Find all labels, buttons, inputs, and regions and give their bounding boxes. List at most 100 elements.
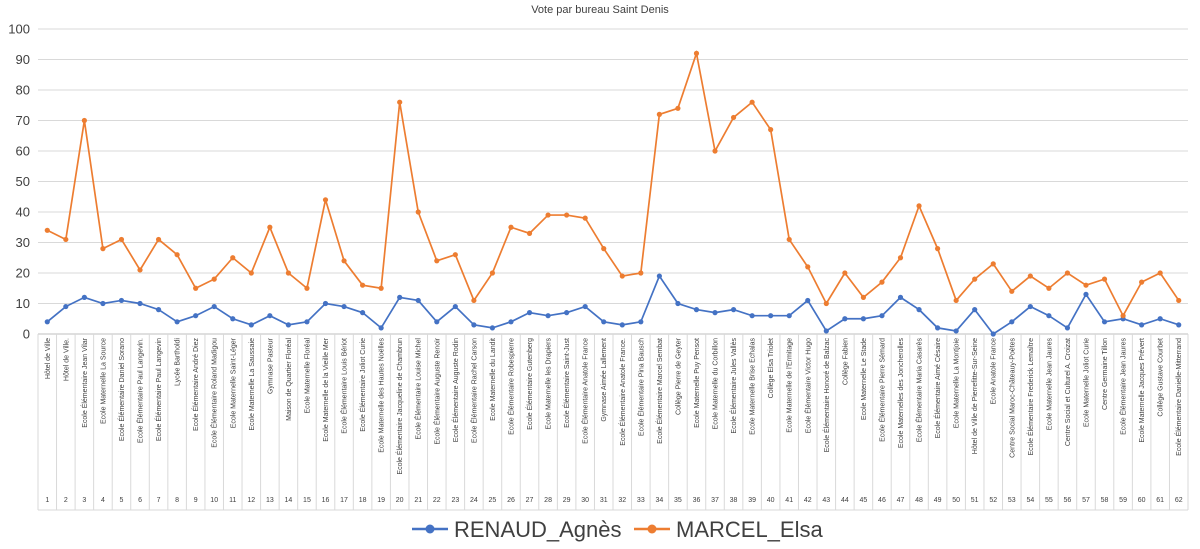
x-number-label: 2 [64, 497, 68, 504]
x-category-label: Ecole Élémentaire Honoré de Balzac [822, 338, 831, 453]
x-number-label: 6 [138, 497, 142, 504]
data-point [248, 322, 254, 328]
data-point [1009, 319, 1015, 325]
x-category-label: Ecole Maternelle Le Stade [861, 338, 868, 420]
x-category-label: Ecole Élémentaire Joliot Curie [358, 338, 367, 432]
y-tick-label: 0 [23, 327, 30, 342]
data-point [285, 322, 292, 328]
data-point [155, 236, 162, 243]
y-tick-label: 10 [16, 296, 30, 311]
x-number-label: 16 [322, 497, 330, 504]
x-category-label: Ecole Élémentaire Roland Madigou [210, 338, 219, 448]
data-point [916, 307, 922, 313]
x-number-label: 44 [841, 497, 849, 504]
data-point [81, 117, 87, 124]
x-number-label: 25 [489, 497, 497, 504]
data-point [1139, 279, 1145, 285]
data-point [1027, 303, 1033, 310]
data-point [1101, 319, 1108, 325]
x-number-label: 10 [210, 497, 218, 504]
x-category-label: Ecole Maternelle de la Vieille Mer [323, 337, 330, 441]
chart-title: Vote par bureau Saint Denis [531, 4, 669, 16]
data-point [471, 297, 477, 304]
data-point [378, 325, 384, 331]
x-number-label: 40 [767, 497, 775, 504]
x-number-label: 51 [971, 497, 979, 504]
x-number-label: 35 [674, 497, 682, 504]
legend-marker-0 [425, 524, 435, 534]
data-point [934, 246, 941, 252]
x-category-label: Ecole Élémentaire Daniel Sorano [117, 338, 126, 441]
data-point [990, 261, 996, 267]
x-number-label: 34 [655, 497, 663, 504]
series-lines [44, 50, 1182, 337]
x-category-label: Ecole Élémentaire Pierre Sémard [877, 338, 886, 442]
x-category-label: Ecole Maternelle les Drapiers [546, 338, 553, 430]
x-number-label: 37 [711, 497, 719, 504]
y-tick-label: 70 [16, 113, 30, 128]
x-category-label: Ecole Élémentaire Danielle-Mitterrand [1174, 338, 1183, 456]
x-number-label: 11 [229, 497, 236, 504]
data-point [638, 319, 644, 325]
data-point [248, 270, 254, 276]
x-number-label: 59 [1119, 497, 1127, 504]
data-point [823, 300, 829, 307]
data-point [137, 267, 143, 273]
data-point [415, 297, 421, 304]
x-number-label: 38 [730, 497, 738, 504]
x-axis-labels: Hôtel de Ville 1 Hôtel de Ville. 2 Ecole Élé… [37, 334, 1189, 511]
data-point [193, 285, 199, 291]
data-point [656, 111, 662, 117]
x-number-label: 36 [693, 497, 701, 504]
data-point [972, 276, 978, 282]
x-category-label: Ecole Élémentaire Jean Vilar [80, 337, 89, 427]
data-point [860, 316, 867, 322]
x-category-label: Ecole Élémentaire Victor Hugo [803, 338, 812, 433]
data-point [712, 148, 718, 154]
x-category-label: Ecole Élémentaire Pina Bausch [636, 338, 645, 436]
data-point [1046, 285, 1052, 291]
data-point [267, 313, 273, 319]
x-category-label: Ecole Maternelle Joliot Curie [1083, 338, 1090, 427]
x-category-label: Ecole Élémentaire Anatole France. [618, 338, 627, 446]
y-axis-ticks: 0 10 20 30 40 50 60 70 80 90 100 [8, 22, 30, 342]
data-point [1046, 313, 1052, 319]
data-point [768, 313, 774, 319]
x-category-label: Gymnase Aimée Lallement [601, 338, 608, 422]
x-category-label: Ecole Élémentaire Robespierre [506, 338, 515, 435]
x-number-label: 5 [120, 497, 124, 504]
data-point [63, 303, 69, 310]
data-point [526, 230, 533, 236]
x-category-label: Ecole Élémentaire Anatole France [581, 338, 590, 444]
series-line-1 [46, 50, 1180, 318]
data-point [786, 313, 792, 319]
data-point [1157, 270, 1163, 276]
x-number-label: 13 [266, 497, 274, 504]
x-number-label: 24 [470, 497, 478, 504]
data-point [860, 294, 867, 300]
x-number-label: 21 [414, 497, 422, 504]
data-point [842, 316, 848, 322]
data-point [397, 294, 403, 300]
data-point [63, 236, 69, 243]
data-point [879, 279, 885, 285]
x-category-label: Ecole Élémentaire Aimé Césaire [933, 338, 942, 438]
x-number-label: 28 [544, 497, 552, 504]
data-point [934, 325, 941, 331]
x-category-label: Ecole Maternelle Floréal [304, 338, 311, 414]
data-point [359, 310, 366, 316]
y-tick-label: 20 [16, 266, 30, 281]
x-category-label: Ecole Élémentaire André Diez [191, 338, 200, 431]
y-tick-label: 50 [16, 174, 30, 189]
data-point [471, 322, 477, 328]
data-point [44, 319, 50, 325]
y-tick-label: 90 [16, 52, 30, 67]
x-category-label: Ecole Maternelles des Joncherolles [898, 338, 905, 449]
data-point [230, 316, 236, 322]
x-number-label: 4 [101, 497, 105, 504]
legend-marker-1 [647, 524, 657, 534]
x-category-label: Ecole Élémentaire Rachel Carson [469, 338, 478, 443]
data-point [1176, 297, 1182, 304]
data-point [285, 270, 292, 276]
data-point [897, 294, 904, 300]
